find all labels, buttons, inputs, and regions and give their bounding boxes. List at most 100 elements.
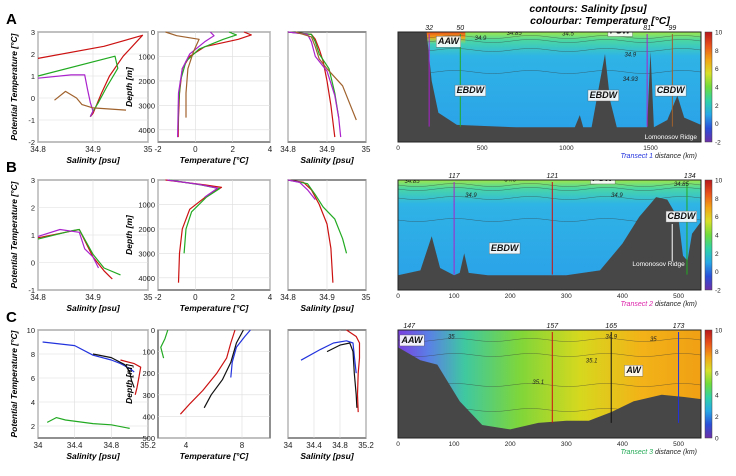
section-water-mass-label: EBDW <box>491 243 520 253</box>
ts-xtick-label: 35.2 <box>140 441 156 450</box>
tp-ytick-label: 0 <box>151 176 155 185</box>
tp-ytick-label: 100 <box>142 348 155 357</box>
ts-ytick-label: 0 <box>31 94 35 103</box>
sp-xtick-label: 35.2 <box>358 441 374 450</box>
tp-ytick-label: 2000 <box>138 77 155 86</box>
tp-ytick-label: 1000 <box>138 52 155 61</box>
section-contour-label: 34.85 <box>507 31 523 37</box>
tp-ylabel: Depth [m] <box>124 66 134 107</box>
tp-xtick-label: -2 <box>154 145 162 154</box>
section-axis-caption: Transect 3 distance (km) <box>620 449 697 456</box>
row-label: B <box>6 159 17 176</box>
sp-series-red <box>287 31 336 138</box>
tp-series-red <box>179 329 236 415</box>
ts-series-brown <box>54 90 127 111</box>
section-contour-line <box>398 196 701 200</box>
ts-ytick-label: 2 <box>31 204 35 213</box>
ts-ylabel: Potential Temperature [°C] <box>9 32 19 140</box>
section-station-number: 134 <box>684 173 696 180</box>
ts-xtick-label: 34.9 <box>85 145 101 154</box>
tp-ytick-label: 3000 <box>138 101 155 110</box>
section-contour-line <box>398 353 701 357</box>
tp-series-red <box>177 31 252 138</box>
sp-series-red <box>287 179 334 283</box>
section-contour-label: 34.9 <box>605 335 617 341</box>
sp-series-purple <box>287 179 316 200</box>
section-xtick-label: 400 <box>617 441 628 448</box>
header-contours: contours: Salinity [psu] <box>529 3 647 15</box>
section-transect-3: 35 35.1 34.9 35.1 35 AAW AW <box>398 330 701 438</box>
tp-ytick-label: 4000 <box>138 274 155 283</box>
tp-xtick-label: 4 <box>268 293 273 302</box>
section-frame <box>397 31 702 143</box>
section-xtick-label: 300 <box>561 441 572 448</box>
ts-ytick-label: -1 <box>28 286 35 295</box>
sp-series-black <box>326 342 358 408</box>
section-xtick-label: 500 <box>477 145 488 152</box>
tp-series-red <box>165 179 223 283</box>
tp-xtick-label: 0 <box>193 145 198 154</box>
section-water-mass-label: AAW <box>401 335 425 345</box>
section-station-number: 147 <box>403 323 416 330</box>
section-contour-label: 35 <box>650 337 657 343</box>
section-contour-label: 35.1 <box>586 358 598 364</box>
section-water-mass-box <box>587 89 619 102</box>
tp-ytick-label: 0 <box>151 28 155 37</box>
ts-series-purple <box>37 228 100 269</box>
tp-ytick-label: 2000 <box>138 225 155 234</box>
section-water-mass-box <box>399 334 425 347</box>
section-contour-label: 34.9 <box>475 36 487 42</box>
section-xtick-label: 0 <box>396 145 400 152</box>
section-axis-caption: Transect 2 distance (km) <box>620 301 697 308</box>
tp-frame <box>157 329 271 439</box>
section-water-mass-box <box>454 84 486 97</box>
section-xtick-label: 1500 <box>643 145 658 152</box>
tp-series-blue <box>230 329 251 378</box>
section-ridge-label: Lomonosov Ridge <box>645 134 698 141</box>
sp-xlabel: Salinity [psu] <box>300 303 355 313</box>
section-contour-label: 35 <box>448 335 455 341</box>
section-bathymetry <box>398 197 701 290</box>
colorbar-tick-label: 6 <box>715 371 719 378</box>
colorbar-tick-label: 4 <box>715 233 719 240</box>
tp-xlabel: Temperature [°C] <box>180 303 250 313</box>
section-axis-suffix: distance (km) <box>653 153 697 160</box>
section-xtick-label: 300 <box>561 293 572 300</box>
tp-xlabel: Temperature [°C] <box>180 155 250 165</box>
section-water-mass-label: CBDW <box>667 211 696 221</box>
tp-xtick-label: 2 <box>230 293 235 302</box>
tp-ytick-label: 500 <box>142 434 155 443</box>
ts-xtick-label: 34.8 <box>30 293 46 302</box>
tp-xtick-label: 0 <box>193 293 198 302</box>
section-station-number: 81 <box>643 25 651 32</box>
section-water-mass-box <box>665 210 697 223</box>
ts-ytick-label: 0 <box>31 259 35 268</box>
ts-ytick-label: 3 <box>31 28 35 37</box>
section-contour-label: 34.5 <box>504 177 516 183</box>
section-water-mass-label: CBDW <box>657 85 686 95</box>
tp-series-purple <box>167 179 219 198</box>
section-transect-name: Transect 2 <box>620 301 653 308</box>
section-contour-line <box>398 338 701 342</box>
section-water-mass-label: PSW <box>610 25 632 35</box>
section-water-mass-box <box>655 84 687 97</box>
colorbar-tick-label: 8 <box>715 48 719 55</box>
section-station-number: 117 <box>449 173 461 180</box>
ts-ylabel: Potential Temperature [°C] <box>9 180 19 288</box>
tp-ylabel: Depth [m] <box>124 214 134 255</box>
sp-xtick-label: 34.8 <box>280 293 296 302</box>
section-water-mass-label: EBDW <box>590 90 619 100</box>
section-xtick-label: 200 <box>505 293 516 300</box>
section-water-mass-box <box>436 36 462 48</box>
colorbar-tick-label: 8 <box>715 349 719 356</box>
ts-xtick-label: 34 <box>34 441 43 450</box>
sp-xtick-label: 34.9 <box>319 293 335 302</box>
sp-xtick-label: 34.8 <box>332 441 348 450</box>
sp-xtick-label: 34 <box>284 441 293 450</box>
section-station-number: 165 <box>605 323 617 330</box>
ts-series-green <box>37 55 119 117</box>
section-contour-line <box>398 35 701 39</box>
